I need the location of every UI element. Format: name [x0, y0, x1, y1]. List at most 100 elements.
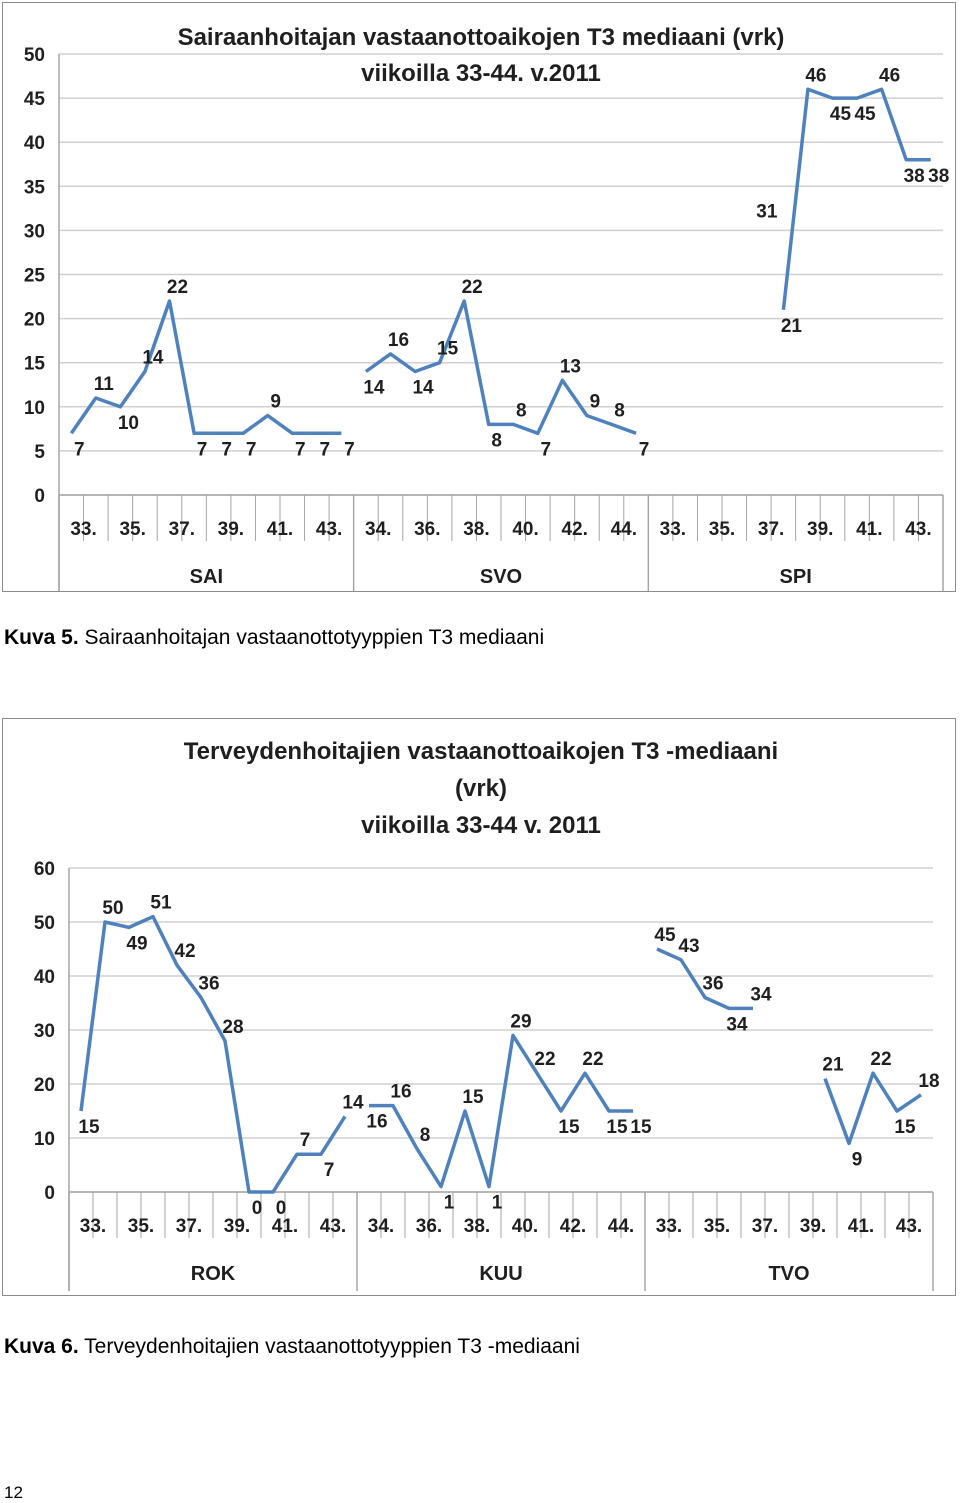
x-tick-label: 44. [608, 1216, 634, 1237]
data-label: 22 [534, 1049, 555, 1070]
data-label: 16 [390, 1082, 411, 1103]
y-tick-label: 50 [34, 913, 55, 934]
x-tick-label: 39. [800, 1216, 826, 1237]
data-label: 15 [630, 1117, 652, 1138]
y-tick-label: 30 [24, 221, 45, 242]
y-tick-label: 10 [34, 1129, 55, 1150]
x-tick-label: 43. [320, 1216, 346, 1237]
y-tick-label: 25 [24, 266, 46, 287]
data-label: 7 [74, 439, 85, 460]
data-label: 8 [614, 400, 625, 421]
data-label: 15 [606, 1117, 628, 1138]
x-tick-label: 34. [368, 1216, 394, 1237]
data-label: 13 [560, 356, 581, 377]
group-label: ROK [191, 1263, 236, 1285]
figure-caption-5: Kuva 5. Sairaanhoitajan vastaanottotyypp… [4, 626, 544, 650]
x-tick-label: 39. [218, 519, 244, 540]
data-label: 1 [444, 1193, 455, 1214]
data-label: 22 [462, 277, 483, 298]
y-tick-label: 10 [24, 398, 45, 419]
x-tick-label: 34. [365, 519, 391, 540]
x-tick-label: 35. [128, 1216, 154, 1237]
data-label: 8 [491, 430, 502, 451]
data-label: 14 [363, 378, 385, 399]
x-tick-label: 43. [316, 519, 342, 540]
data-label: 8 [420, 1125, 431, 1146]
chart-title-line: Sairaanhoitajan vastaanottoaikojen T3 me… [178, 24, 785, 51]
data-label: 46 [879, 65, 900, 86]
data-label: 0 [252, 1198, 263, 1219]
page-number: 12 [4, 1483, 23, 1502]
caption-label: Kuva 6. [4, 1335, 79, 1358]
data-label: 7 [246, 439, 257, 460]
data-label: 45 [854, 104, 876, 125]
y-tick-label: 20 [24, 310, 45, 331]
data-label: 9 [852, 1149, 863, 1170]
x-tick-label: 40. [512, 1216, 538, 1237]
x-tick-label: 39. [807, 519, 833, 540]
chart-terveydenhoitaja-svg: Terveydenhoitajien vastaanottoaikojen T3… [34, 738, 940, 1291]
data-label: 1 [492, 1193, 503, 1214]
data-label: 7 [197, 439, 208, 460]
y-tick-label: 35 [24, 177, 46, 198]
x-tick-label: 33. [70, 519, 96, 540]
chart-sairaanhoitaja-svg: Sairaanhoitajan vastaanottoaikojen T3 me… [24, 24, 949, 591]
data-label: 43 [678, 936, 699, 957]
chart-title-line: viikoilla 33-44 v. 2011 [361, 812, 601, 839]
data-label: 15 [462, 1087, 484, 1108]
data-label: 9 [590, 392, 601, 413]
y-tick-label: 50 [24, 45, 45, 66]
data-label: 50 [102, 898, 123, 919]
data-label: 8 [516, 400, 527, 421]
x-tick-label: 35. [709, 519, 735, 540]
y-tick-label: 20 [34, 1075, 55, 1096]
data-label: 14 [142, 348, 164, 369]
x-tick-label: 44. [611, 519, 637, 540]
x-tick-label: 37. [169, 519, 195, 540]
group-label: SVO [480, 566, 522, 588]
data-label: 34 [750, 984, 772, 1005]
x-tick-label: 38. [463, 519, 489, 540]
x-tick-label: 41. [267, 519, 293, 540]
data-label: 21 [822, 1055, 844, 1076]
data-label: 45 [830, 104, 852, 125]
x-tick-label: 33. [656, 1216, 682, 1237]
x-tick-label: 36. [414, 519, 440, 540]
x-tick-label: 43. [896, 1216, 922, 1237]
data-label: 16 [388, 330, 409, 351]
data-label: 15 [894, 1117, 916, 1138]
group-label: SPI [780, 566, 812, 588]
data-label: 49 [126, 933, 147, 954]
data-label: 7 [300, 1130, 311, 1151]
y-tick-label: 15 [24, 354, 46, 375]
data-label: 0 [276, 1198, 287, 1219]
x-tick-label: 35. [119, 519, 145, 540]
chart-sairaanhoitaja: Sairaanhoitajan vastaanottoaikojen T3 me… [2, 2, 956, 592]
x-tick-label: 43. [905, 519, 931, 540]
data-label: 14 [342, 1092, 364, 1113]
data-label: 28 [222, 1017, 243, 1038]
chart-title-line: (vrk) [455, 775, 507, 802]
data-label: 45 [654, 925, 676, 946]
y-tick-label: 5 [34, 442, 45, 463]
data-label: 7 [221, 439, 232, 460]
x-tick-label: 39. [224, 1216, 250, 1237]
y-tick-label: 0 [34, 486, 45, 507]
chart-terveydenhoitaja: Terveydenhoitajien vastaanottoaikojen T3… [2, 718, 956, 1296]
data-label: 22 [870, 1049, 891, 1070]
caption-text: Terveydenhoitajien vastaanottotyyppien T… [84, 1335, 580, 1358]
x-tick-label: 42. [561, 519, 587, 540]
data-label: 21 [781, 316, 803, 337]
data-label: 36 [702, 974, 723, 995]
data-label: 7 [344, 439, 355, 460]
x-tick-label: 40. [512, 519, 538, 540]
data-label: 10 [118, 413, 139, 434]
caption-text: Sairaanhoitajan vastaanottotyyppien T3 m… [84, 626, 545, 649]
group-label: TVO [768, 1263, 809, 1285]
x-tick-label: 33. [660, 519, 686, 540]
x-tick-label: 38. [464, 1216, 490, 1237]
data-label: 15 [558, 1117, 580, 1138]
y-tick-label: 60 [34, 859, 55, 880]
chart-title-line: Terveydenhoitajien vastaanottoaikojen T3… [184, 738, 778, 765]
data-label: 7 [320, 439, 331, 460]
